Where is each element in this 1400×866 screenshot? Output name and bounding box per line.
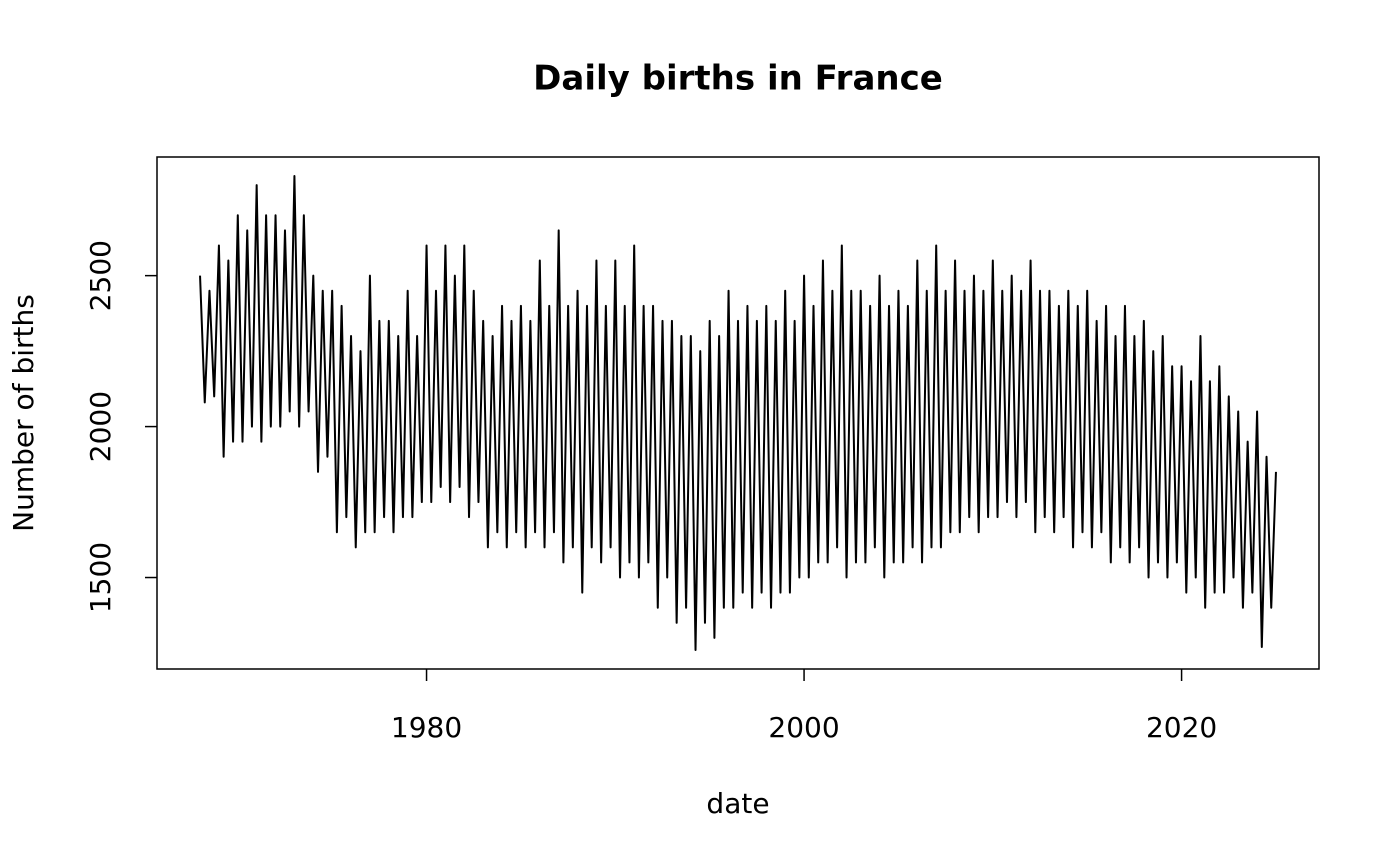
x-tick-label: 2020 xyxy=(1146,711,1217,744)
y-tick-label: 1500 xyxy=(84,542,117,613)
x-tick-label: 2000 xyxy=(768,711,839,744)
x-tick-label: 1980 xyxy=(391,711,462,744)
chart-title: Daily births in France xyxy=(533,59,943,99)
y-tick-label: 2500 xyxy=(84,240,117,311)
plot-frame xyxy=(156,156,1320,670)
x-axis-label: date xyxy=(706,787,769,820)
y-tick-label: 2000 xyxy=(84,391,117,462)
series-line xyxy=(199,175,1277,651)
y-axis-label: Number of births xyxy=(7,294,40,532)
